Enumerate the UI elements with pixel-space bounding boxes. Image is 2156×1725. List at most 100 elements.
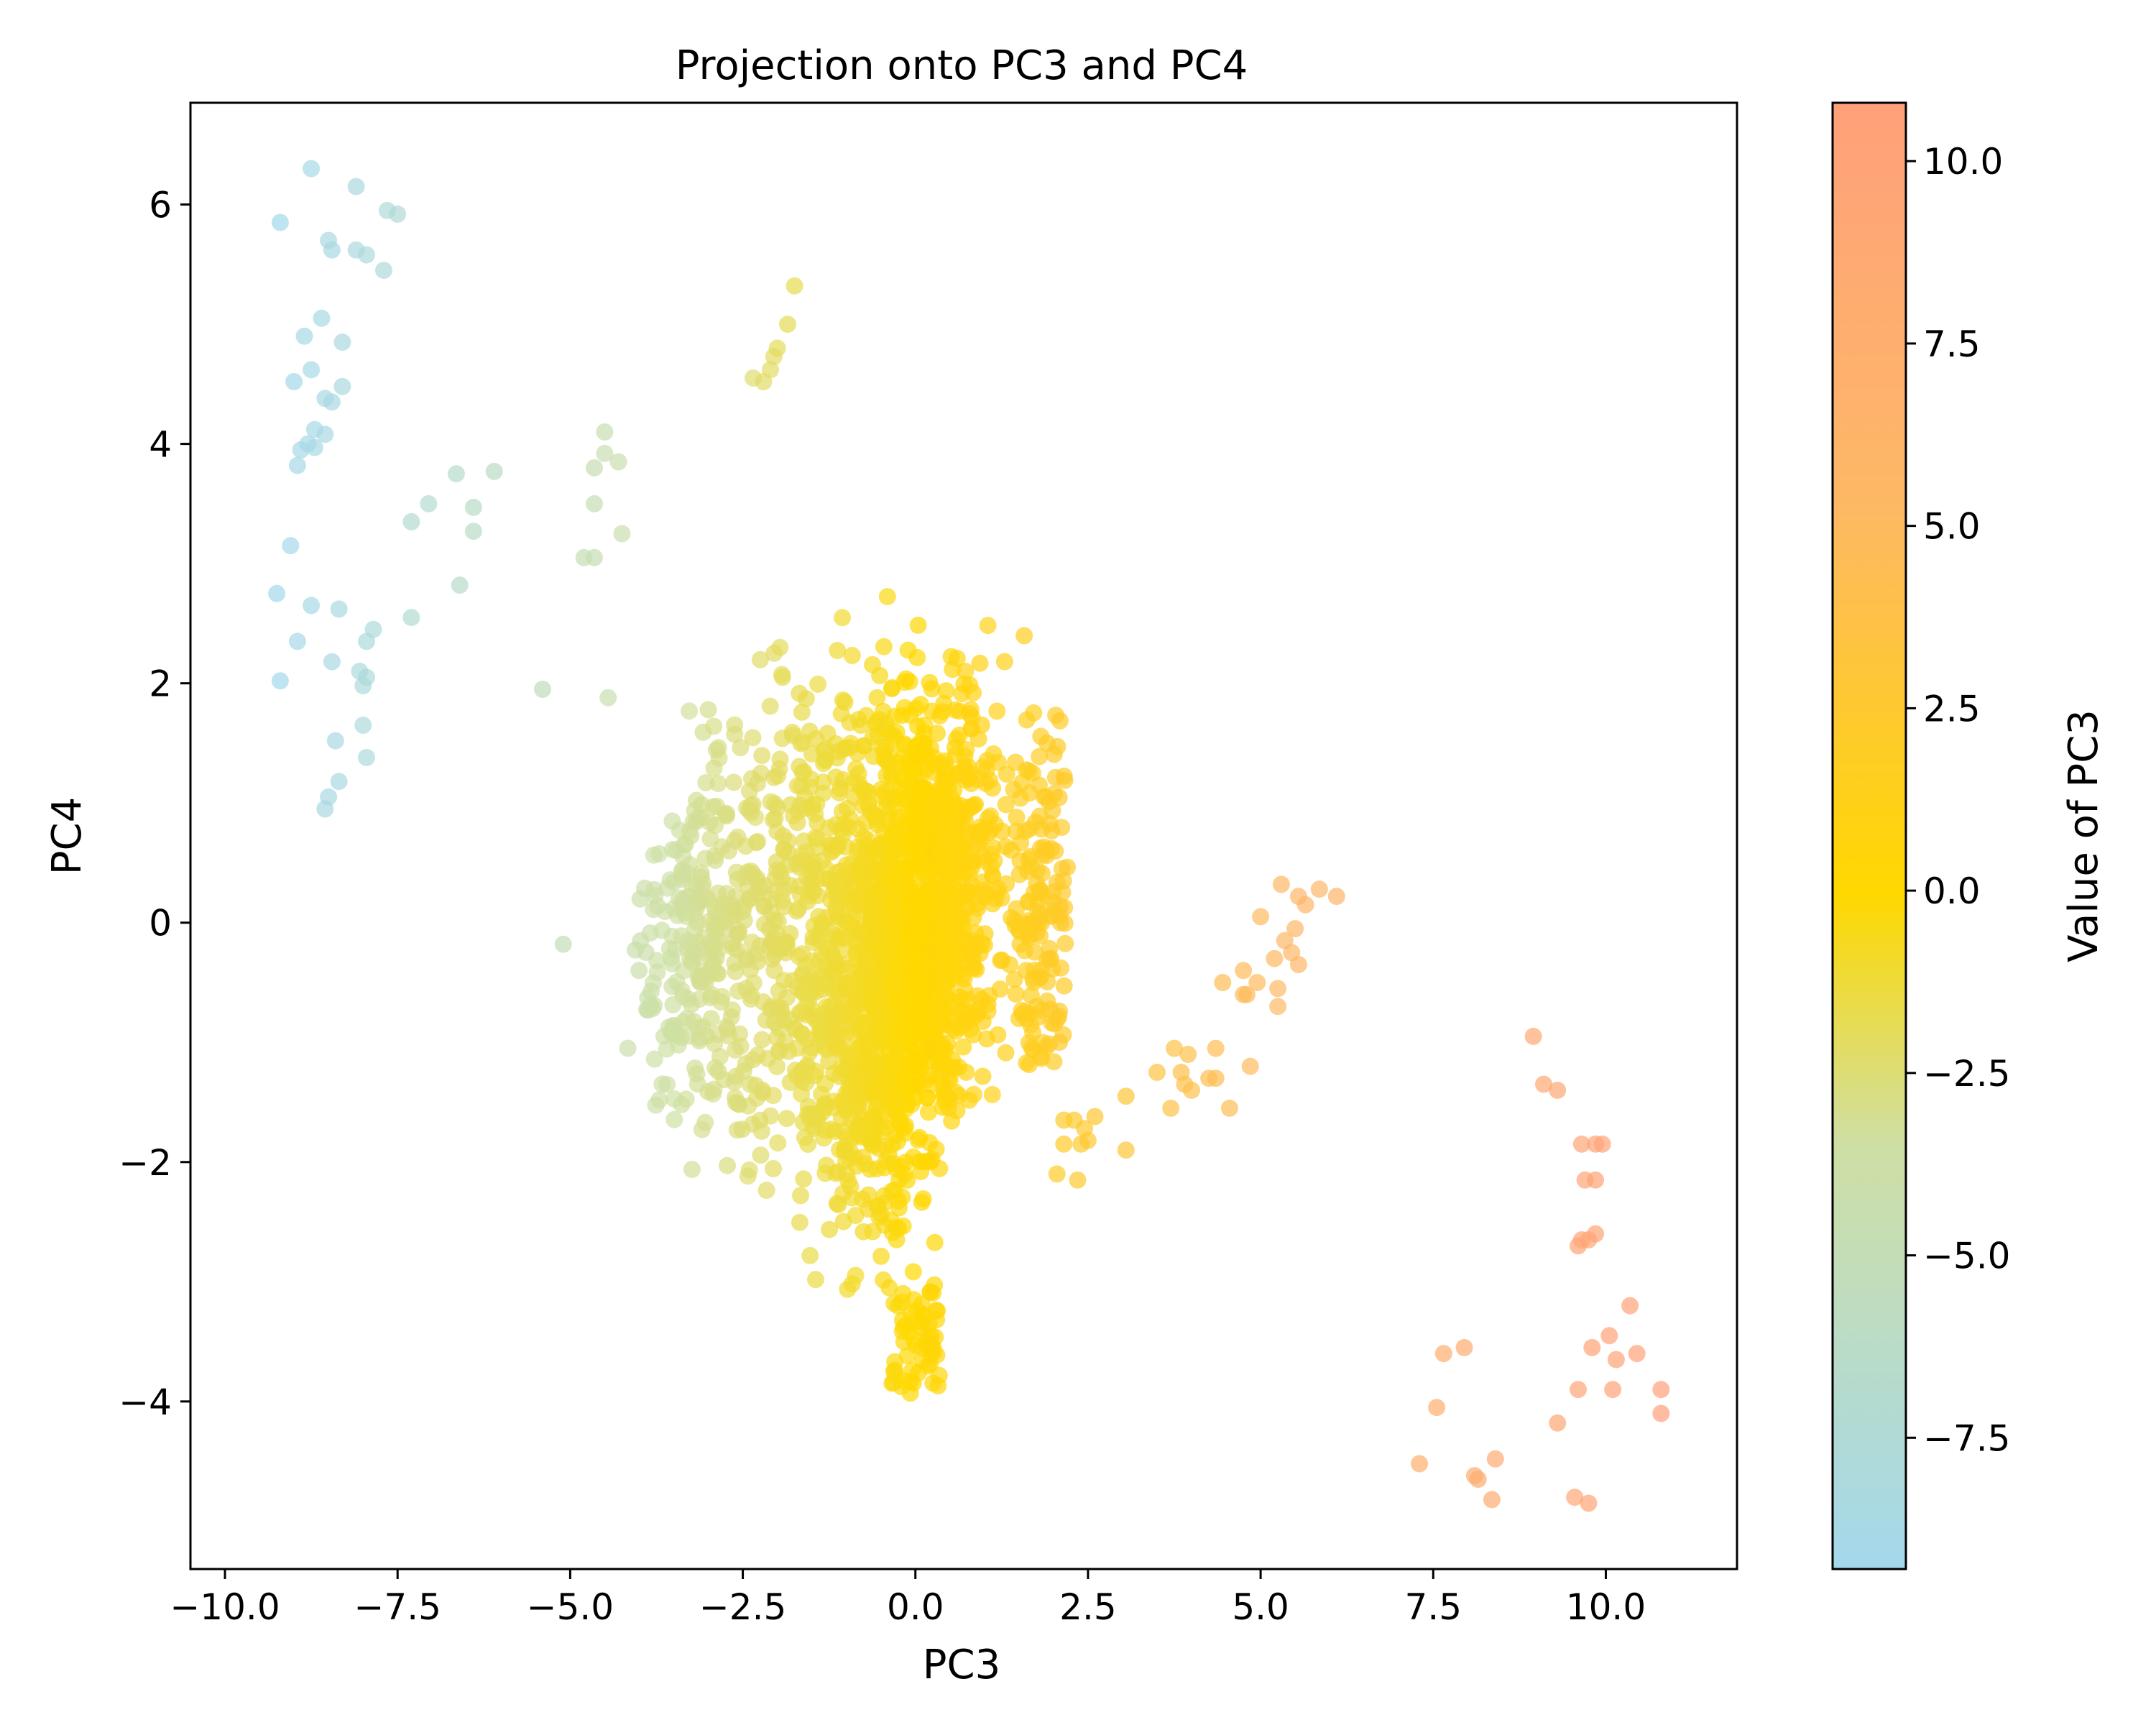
data-point (375, 262, 392, 280)
data-point (464, 498, 482, 516)
data-point (964, 824, 982, 842)
data-point (854, 1223, 872, 1241)
data-point (929, 724, 946, 742)
data-point (673, 1095, 691, 1113)
data-point (1019, 893, 1037, 911)
data-point (752, 764, 770, 782)
data-point (485, 462, 503, 480)
data-point (897, 1075, 915, 1092)
data-point (763, 950, 781, 968)
data-point (872, 1247, 890, 1265)
data-point (358, 748, 375, 766)
data-point (865, 840, 883, 858)
data-point (1008, 809, 1026, 827)
data-point (688, 1075, 706, 1093)
data-point (888, 1014, 906, 1032)
data-point (904, 1263, 922, 1281)
data-point (1042, 949, 1059, 967)
data-point (962, 701, 980, 719)
data-point (1593, 1135, 1611, 1153)
data-point (954, 919, 972, 937)
data-point (642, 996, 659, 1014)
data-point (839, 982, 857, 1000)
data-point (932, 952, 950, 970)
data-point (1583, 1338, 1601, 1356)
data-point (886, 878, 904, 896)
data-point (782, 796, 800, 814)
data-point (911, 1152, 929, 1170)
data-point (943, 1112, 961, 1130)
data-point (765, 1160, 782, 1177)
data-point (679, 990, 697, 1008)
x-tick-label: 10.0 (1566, 1586, 1646, 1628)
data-point (995, 653, 1013, 671)
data-point (333, 377, 351, 395)
data-point (922, 1039, 940, 1057)
data-point (985, 852, 1003, 870)
data-point (792, 1187, 809, 1205)
data-point (744, 729, 762, 747)
x-tick-label: 5.0 (1232, 1586, 1289, 1628)
data-point (1587, 1171, 1605, 1189)
data-point (908, 648, 926, 666)
data-point (1028, 998, 1046, 1016)
data-point (804, 860, 822, 878)
data-point (1022, 1016, 1039, 1034)
data-point (929, 1016, 946, 1034)
data-point (303, 597, 321, 615)
data-point (1549, 1414, 1567, 1432)
data-point (866, 896, 884, 914)
plot-frame (189, 101, 1738, 1570)
data-point (1051, 712, 1069, 730)
data-point (674, 865, 692, 883)
data-point (451, 576, 469, 594)
data-point (847, 1266, 865, 1284)
data-point (803, 1039, 821, 1057)
data-point (420, 494, 438, 512)
data-point (905, 983, 923, 1000)
data-point (793, 846, 810, 864)
data-point (1483, 1491, 1501, 1509)
data-point (705, 717, 723, 735)
data-point (975, 888, 993, 906)
data-point (1652, 1404, 1670, 1422)
data-point (992, 889, 1010, 907)
data-point (707, 741, 725, 759)
data-point (809, 830, 827, 848)
data-point (942, 648, 960, 666)
data-point (586, 459, 603, 477)
data-point (952, 796, 969, 814)
data-point (905, 1011, 923, 1029)
data-point (1013, 1001, 1031, 1019)
data-point (1235, 962, 1253, 980)
data-point (271, 672, 289, 690)
data-point (316, 426, 334, 443)
data-point (773, 666, 791, 684)
data-point (957, 1012, 975, 1030)
data-point (282, 537, 300, 555)
data-point (780, 856, 798, 874)
colorbar-label: Value of PC3 (2060, 709, 2107, 962)
data-point (816, 975, 834, 993)
data-point (1566, 1489, 1584, 1506)
data-point (596, 423, 614, 441)
data-point (894, 1311, 911, 1329)
data-point (971, 654, 989, 672)
data-point (1054, 1026, 1072, 1044)
data-point (703, 952, 720, 970)
data-point (316, 800, 334, 818)
data-point (883, 1090, 901, 1108)
data-point (747, 1077, 765, 1094)
data-point (586, 494, 603, 512)
data-point (771, 1041, 788, 1059)
data-point (820, 819, 838, 837)
data-point (682, 827, 700, 845)
data-point (709, 775, 727, 793)
data-point (719, 1156, 736, 1174)
data-point (775, 898, 793, 916)
data-point (954, 1038, 972, 1056)
data-point (1020, 929, 1038, 947)
data-point (1310, 880, 1328, 898)
data-point (323, 393, 341, 411)
data-point (893, 1188, 911, 1206)
